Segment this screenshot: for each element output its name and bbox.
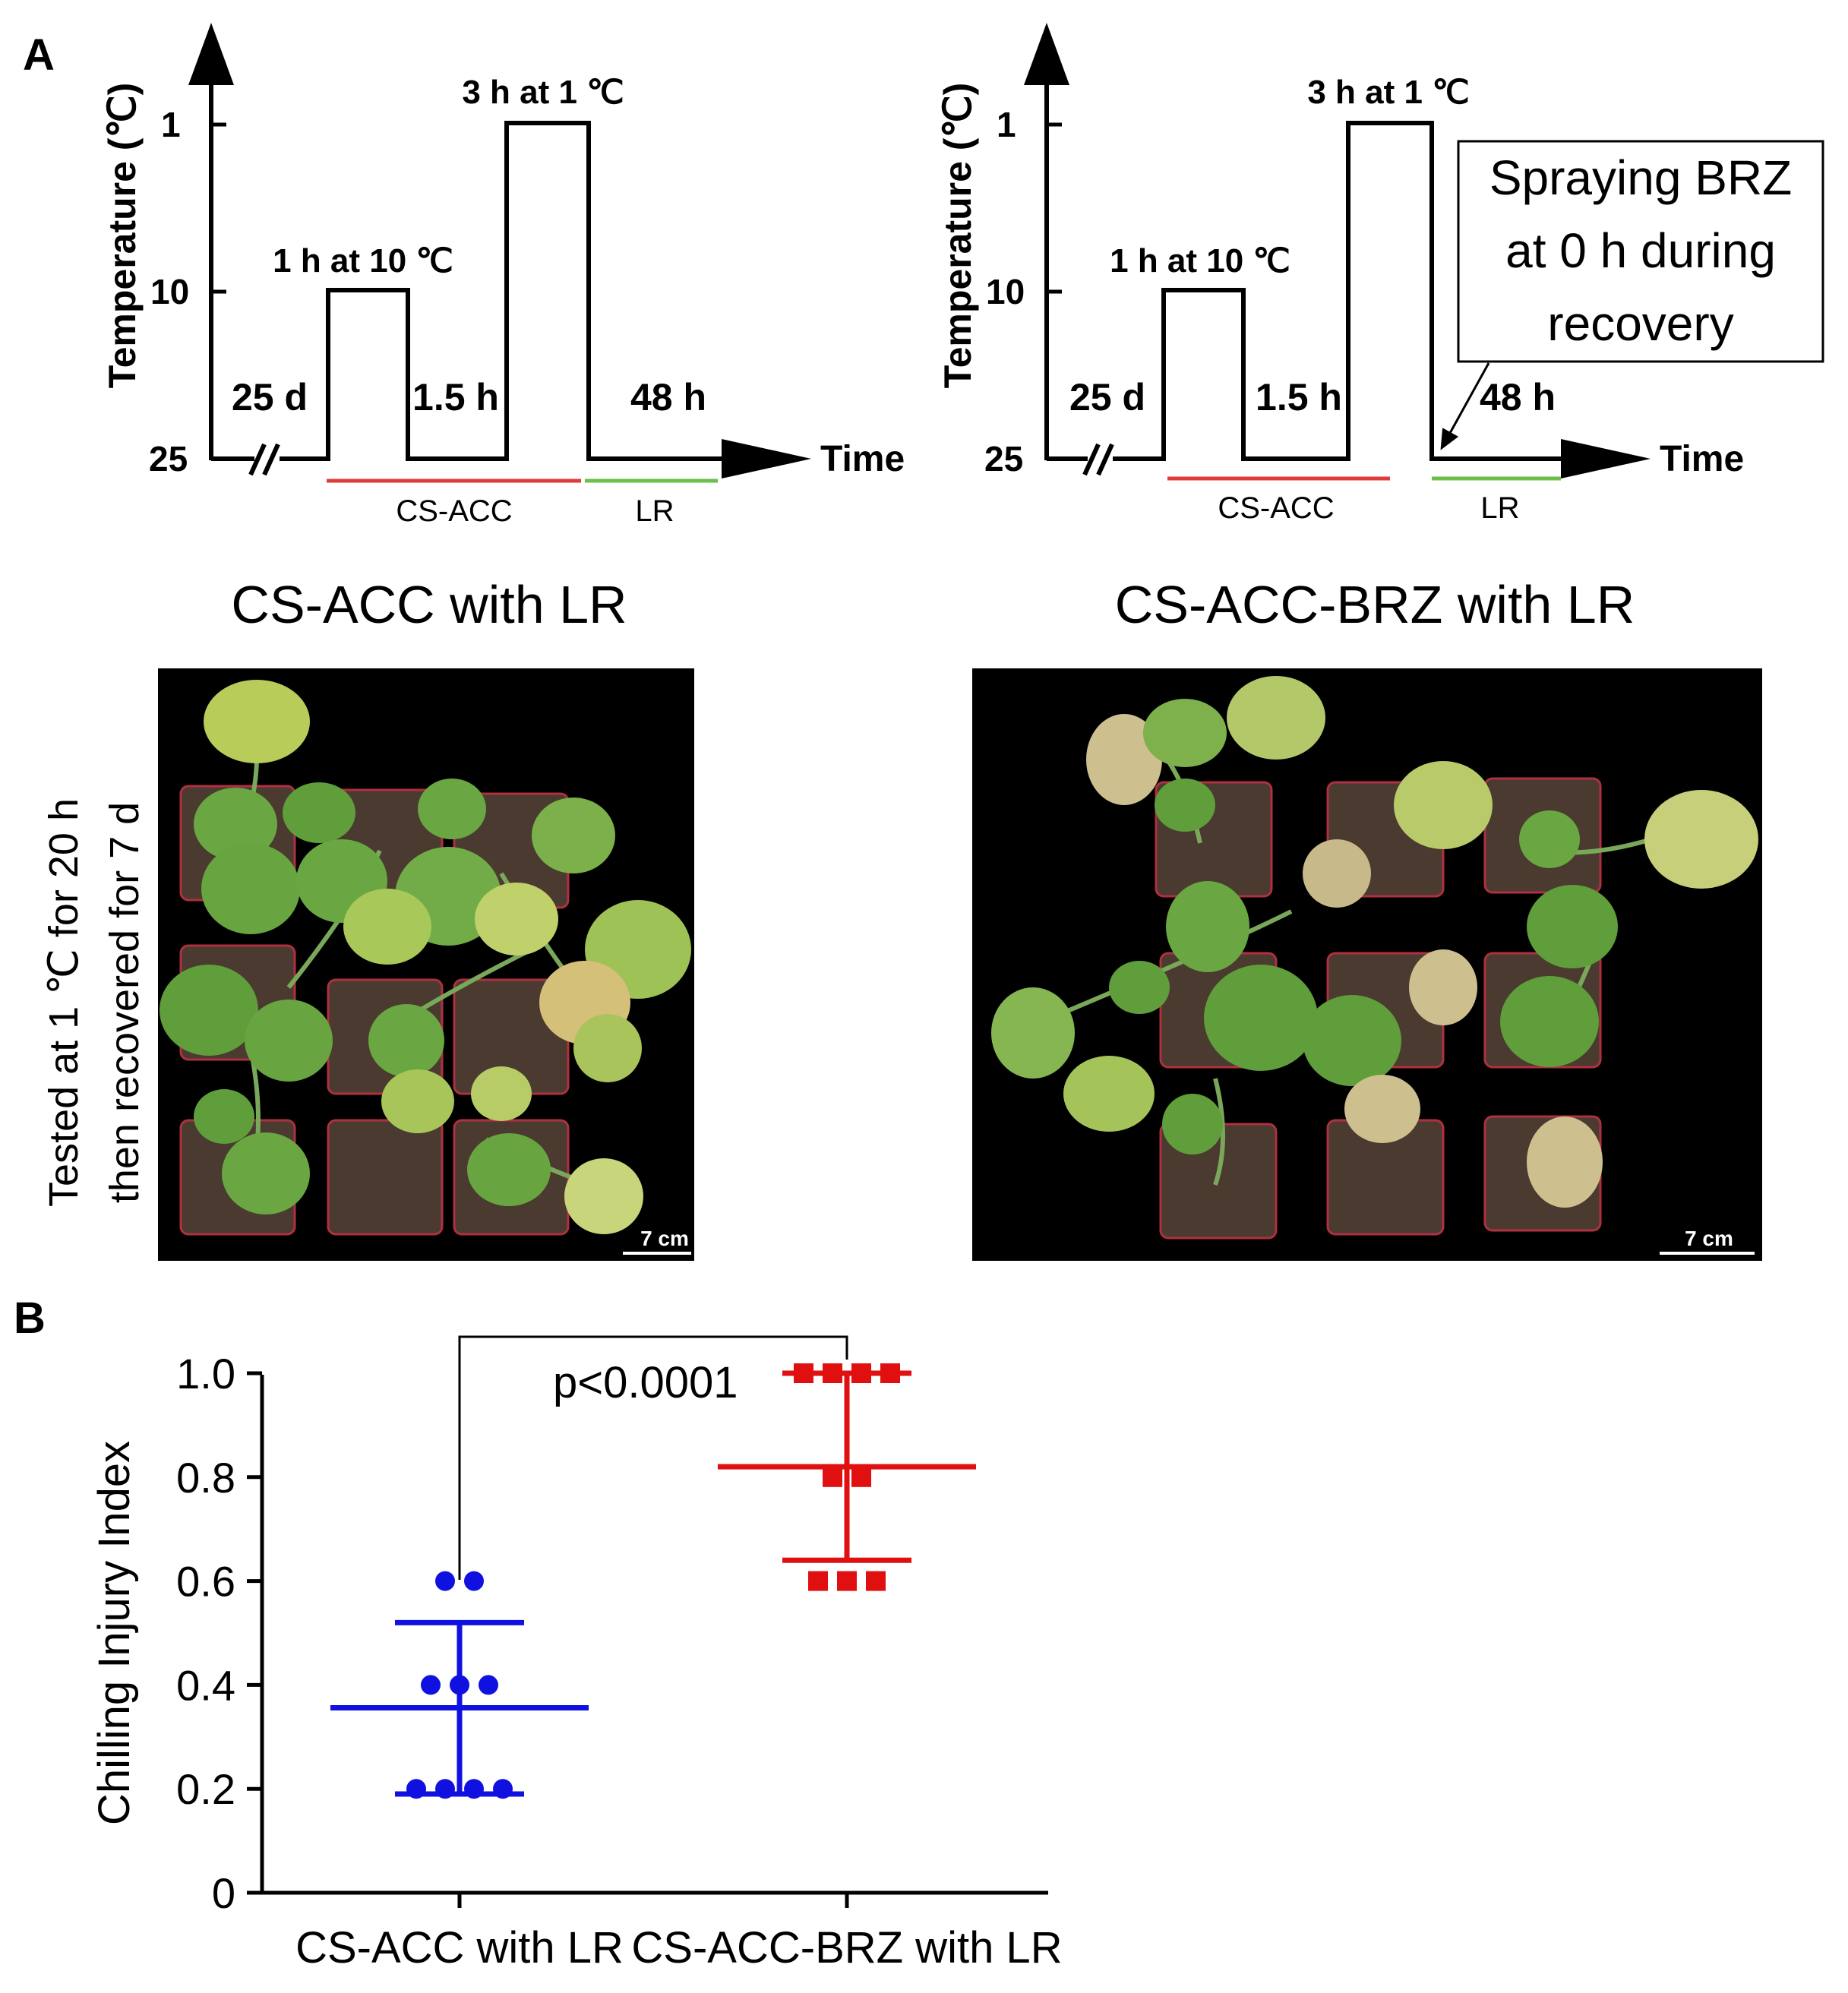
- seg-48h-right: 48 h: [1480, 376, 1556, 418]
- step-label-1-right: 3 h at 1 ℃: [1307, 74, 1469, 111]
- photo-right: 7 cm: [972, 668, 1762, 1261]
- side-label-line-2: then recovered for 7 d: [102, 802, 147, 1203]
- photo-left: 7 cm: [158, 668, 694, 1261]
- bar-label-lr-right: LR: [1480, 491, 1519, 525]
- brz-note-line-2: at 0 h during: [1505, 223, 1776, 278]
- timeline-right: 1 10 25 Temperature (℃) Time 1 h at 10 ℃…: [937, 23, 1824, 525]
- data-point: [435, 1571, 455, 1591]
- x-tick-label: CS-ACC-BRZ with LR: [631, 1923, 1062, 1972]
- data-point: [464, 1571, 484, 1591]
- step-label-10-left: 1 h at 10 ℃: [273, 242, 453, 280]
- y-tick-label: 0: [212, 1869, 235, 1917]
- step-label-10-right: 1 h at 10 ℃: [1110, 242, 1290, 280]
- ytick-right-1: 1: [997, 105, 1016, 144]
- side-label-line-1: Tested at 1 ℃ for 20 h: [41, 798, 87, 1207]
- y-tick-label: 0.6: [176, 1558, 235, 1606]
- xlabel-left: Time: [820, 439, 905, 479]
- seg-25d-right: 25 d: [1069, 376, 1145, 418]
- data-point: [479, 1675, 498, 1695]
- data-point: [851, 1467, 871, 1487]
- photo-title-right: CS-ACC-BRZ with LR: [1115, 575, 1635, 634]
- data-point: [823, 1467, 842, 1487]
- seg-1-5h-left: 1.5 h: [412, 376, 499, 418]
- y-tick-label: 1.0: [176, 1350, 235, 1398]
- brz-note-line-3: recovery: [1547, 296, 1733, 351]
- x-tick-label: CS-ACC with LR: [295, 1923, 624, 1972]
- data-point: [421, 1675, 441, 1695]
- ylabel-right: Temperature (℃): [937, 83, 979, 389]
- ytick-left-10: 10: [150, 272, 189, 311]
- significance-bracket: [458, 1335, 848, 1580]
- step-label-1-left: 3 h at 1 ℃: [462, 74, 624, 111]
- panel-b-letter: B: [14, 1293, 46, 1343]
- bar-label-lr-left: LR: [635, 494, 674, 528]
- ytick-left-1: 1: [161, 105, 181, 144]
- y-tick-label: 0.8: [176, 1454, 235, 1502]
- panel-a-letter: A: [23, 30, 55, 80]
- photo-title-left: CS-ACC with LR: [231, 575, 627, 634]
- bar-label-cs-acc-right: CS-ACC: [1218, 491, 1334, 525]
- timeline-left: 1 10 25 Temperature (℃) Time 1 h at 10 ℃…: [101, 23, 905, 528]
- p-value: p<0.0001: [553, 1358, 738, 1407]
- ytick-right-25: 25: [984, 439, 1023, 479]
- chart-ylabel: Chilling Injury Index: [90, 1441, 139, 1825]
- data-point: [837, 1571, 857, 1591]
- bar-label-cs-acc-left: CS-ACC: [396, 494, 512, 528]
- seg-48h-left: 48 h: [630, 376, 706, 418]
- brz-note-line-1: Spraying BRZ: [1489, 150, 1792, 205]
- xlabel-right: Time: [1660, 439, 1744, 479]
- y-tick-label: 0.2: [176, 1765, 235, 1813]
- seg-1-5h-right: 1.5 h: [1256, 376, 1342, 418]
- brz-note-box: [1457, 140, 1824, 363]
- ylabel-left: Temperature (℃): [101, 83, 144, 389]
- scale-bar-label-left: 7 cm: [640, 1227, 689, 1250]
- scale-bar-label-right: 7 cm: [1685, 1227, 1733, 1250]
- injury-index-chart: Chilling Injury Index p<0.0001 0 0.2 0.4 0.…: [90, 1335, 1063, 1972]
- ytick-right-10: 10: [986, 272, 1025, 311]
- data-point: [866, 1571, 886, 1591]
- data-point: [808, 1571, 828, 1591]
- y-tick-label: 0.4: [176, 1661, 235, 1709]
- ytick-left-25: 25: [149, 439, 188, 479]
- seg-25d-left: 25 d: [232, 376, 308, 418]
